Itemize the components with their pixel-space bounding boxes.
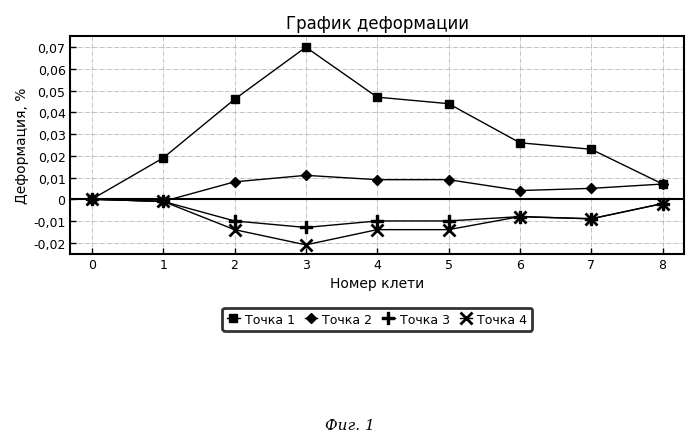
Точка 4 bbox=[373, 227, 382, 233]
Точка 4 bbox=[230, 227, 238, 233]
Title: График деформации: График деформации bbox=[286, 15, 469, 33]
Точка 3 bbox=[159, 199, 167, 205]
Точка 3 bbox=[87, 197, 96, 202]
Точка 2 bbox=[587, 186, 596, 191]
Legend: Точка 1, Точка 2, Точка 3, Точка 4: Точка 1, Точка 2, Точка 3, Точка 4 bbox=[222, 308, 532, 331]
Точка 1 bbox=[658, 182, 667, 187]
Точка 2 bbox=[159, 199, 167, 205]
Точка 3 bbox=[445, 219, 453, 224]
Y-axis label: Деформация, %: Деформация, % bbox=[15, 88, 29, 204]
Точка 2 bbox=[516, 188, 524, 194]
Line: Точка 4: Точка 4 bbox=[86, 194, 668, 251]
Line: Точка 3: Точка 3 bbox=[86, 194, 668, 233]
Точка 2 bbox=[658, 182, 667, 187]
Точка 1 bbox=[373, 95, 382, 101]
Точка 2 bbox=[302, 173, 310, 179]
Line: Точка 2: Точка 2 bbox=[88, 173, 666, 205]
Точка 2 bbox=[373, 178, 382, 183]
Точка 2 bbox=[87, 197, 96, 202]
Точка 1 bbox=[516, 141, 524, 146]
Точка 1 bbox=[302, 46, 310, 51]
X-axis label: Номер клети: Номер клети bbox=[330, 276, 424, 290]
Точка 4 bbox=[658, 201, 667, 207]
Точка 3 bbox=[373, 219, 382, 224]
Точка 1 bbox=[587, 147, 596, 152]
Text: Фиг. 1: Фиг. 1 bbox=[324, 418, 375, 432]
Точка 3 bbox=[302, 225, 310, 230]
Точка 4 bbox=[159, 199, 167, 205]
Точка 3 bbox=[658, 201, 667, 207]
Точка 3 bbox=[587, 217, 596, 222]
Точка 1 bbox=[230, 98, 238, 103]
Точка 1 bbox=[87, 197, 96, 202]
Line: Точка 1: Точка 1 bbox=[87, 44, 667, 204]
Точка 2 bbox=[445, 178, 453, 183]
Точка 4 bbox=[587, 217, 596, 222]
Точка 4 bbox=[445, 227, 453, 233]
Точка 4 bbox=[302, 243, 310, 248]
Точка 4 bbox=[516, 215, 524, 220]
Точка 1 bbox=[159, 156, 167, 161]
Точка 3 bbox=[230, 219, 238, 224]
Точка 1 bbox=[445, 102, 453, 107]
Точка 3 bbox=[516, 215, 524, 220]
Точка 2 bbox=[230, 180, 238, 185]
Точка 4 bbox=[87, 197, 96, 202]
